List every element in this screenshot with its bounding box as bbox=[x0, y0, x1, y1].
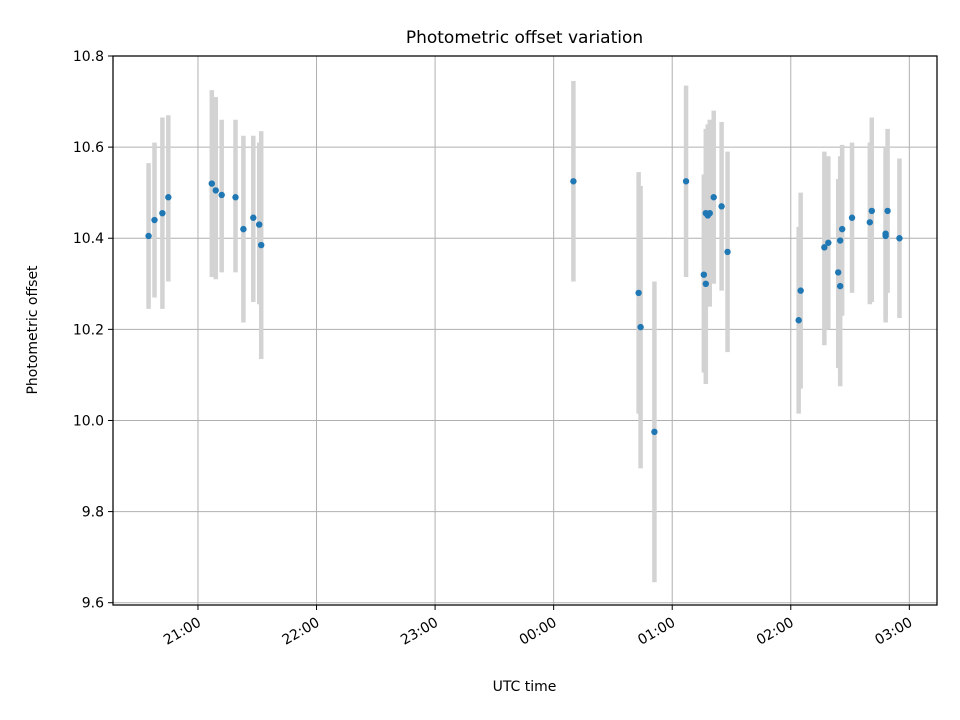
data-point bbox=[159, 209, 166, 217]
data-point bbox=[570, 178, 577, 185]
chart-title: Photometric offset variation bbox=[406, 28, 643, 48]
data-point bbox=[724, 248, 731, 256]
plot-frame bbox=[112, 55, 938, 606]
data-point bbox=[702, 280, 710, 288]
y-tick-label: 10.4 bbox=[73, 231, 104, 247]
x-axis-label: UTC time bbox=[493, 679, 557, 695]
data-point bbox=[651, 428, 658, 436]
data-point bbox=[637, 323, 644, 331]
data-point bbox=[218, 191, 225, 199]
data-point bbox=[797, 287, 804, 294]
data-points bbox=[145, 178, 903, 436]
data-point bbox=[258, 241, 265, 249]
data-point bbox=[882, 232, 889, 240]
data-point bbox=[700, 271, 708, 278]
data-point bbox=[208, 180, 216, 187]
y-tick-label: 9.8 bbox=[82, 505, 104, 521]
data-point bbox=[165, 194, 172, 201]
y-tick-label: 10.2 bbox=[73, 322, 104, 338]
data-point bbox=[834, 269, 842, 276]
data-point bbox=[240, 225, 247, 233]
data-point bbox=[836, 237, 844, 244]
x-tick-label: 21:00 bbox=[161, 615, 204, 649]
data-point bbox=[868, 207, 875, 215]
y-axis-label: Photometric offset bbox=[25, 265, 41, 395]
data-point bbox=[706, 209, 713, 217]
data-point bbox=[232, 194, 239, 201]
data-point bbox=[896, 235, 903, 242]
y-tick-label: 9.6 bbox=[82, 596, 104, 612]
data-point bbox=[256, 221, 263, 228]
x-tick-label: 03:00 bbox=[872, 615, 915, 649]
data-point bbox=[682, 178, 690, 185]
data-point bbox=[212, 187, 219, 194]
data-point bbox=[884, 207, 891, 215]
x-tick-label: 22:00 bbox=[280, 615, 323, 649]
data-point bbox=[710, 194, 717, 201]
data-point bbox=[838, 225, 846, 233]
y-axis-ticks: 9.6 9.8 10.0 10.2 10.4 10.6 10.8 bbox=[73, 49, 113, 612]
data-point bbox=[848, 214, 856, 221]
data-point bbox=[151, 216, 158, 224]
y-tick-label: 10.8 bbox=[73, 49, 104, 65]
data-point bbox=[795, 317, 802, 324]
data-point bbox=[836, 282, 844, 290]
data-point bbox=[145, 232, 152, 240]
data-point bbox=[635, 289, 642, 297]
data-point bbox=[866, 219, 874, 226]
x-tick-label: 00:00 bbox=[517, 615, 560, 649]
y-tick-label: 10.6 bbox=[73, 140, 104, 156]
y-tick-label: 10.0 bbox=[73, 413, 104, 429]
data-point bbox=[825, 239, 832, 246]
x-tick-label: 02:00 bbox=[754, 615, 797, 649]
grid-lines bbox=[113, 55, 937, 605]
x-tick-label: 23:00 bbox=[398, 615, 441, 649]
x-tick-label: 01:00 bbox=[635, 615, 678, 649]
data-point bbox=[250, 214, 257, 221]
x-axis-ticks: 21:00 22:00 23:00 00:00 01:00 02:00 03:00 bbox=[161, 605, 915, 649]
data-point bbox=[821, 244, 828, 251]
error-bars bbox=[146, 81, 902, 583]
data-point bbox=[718, 203, 725, 210]
